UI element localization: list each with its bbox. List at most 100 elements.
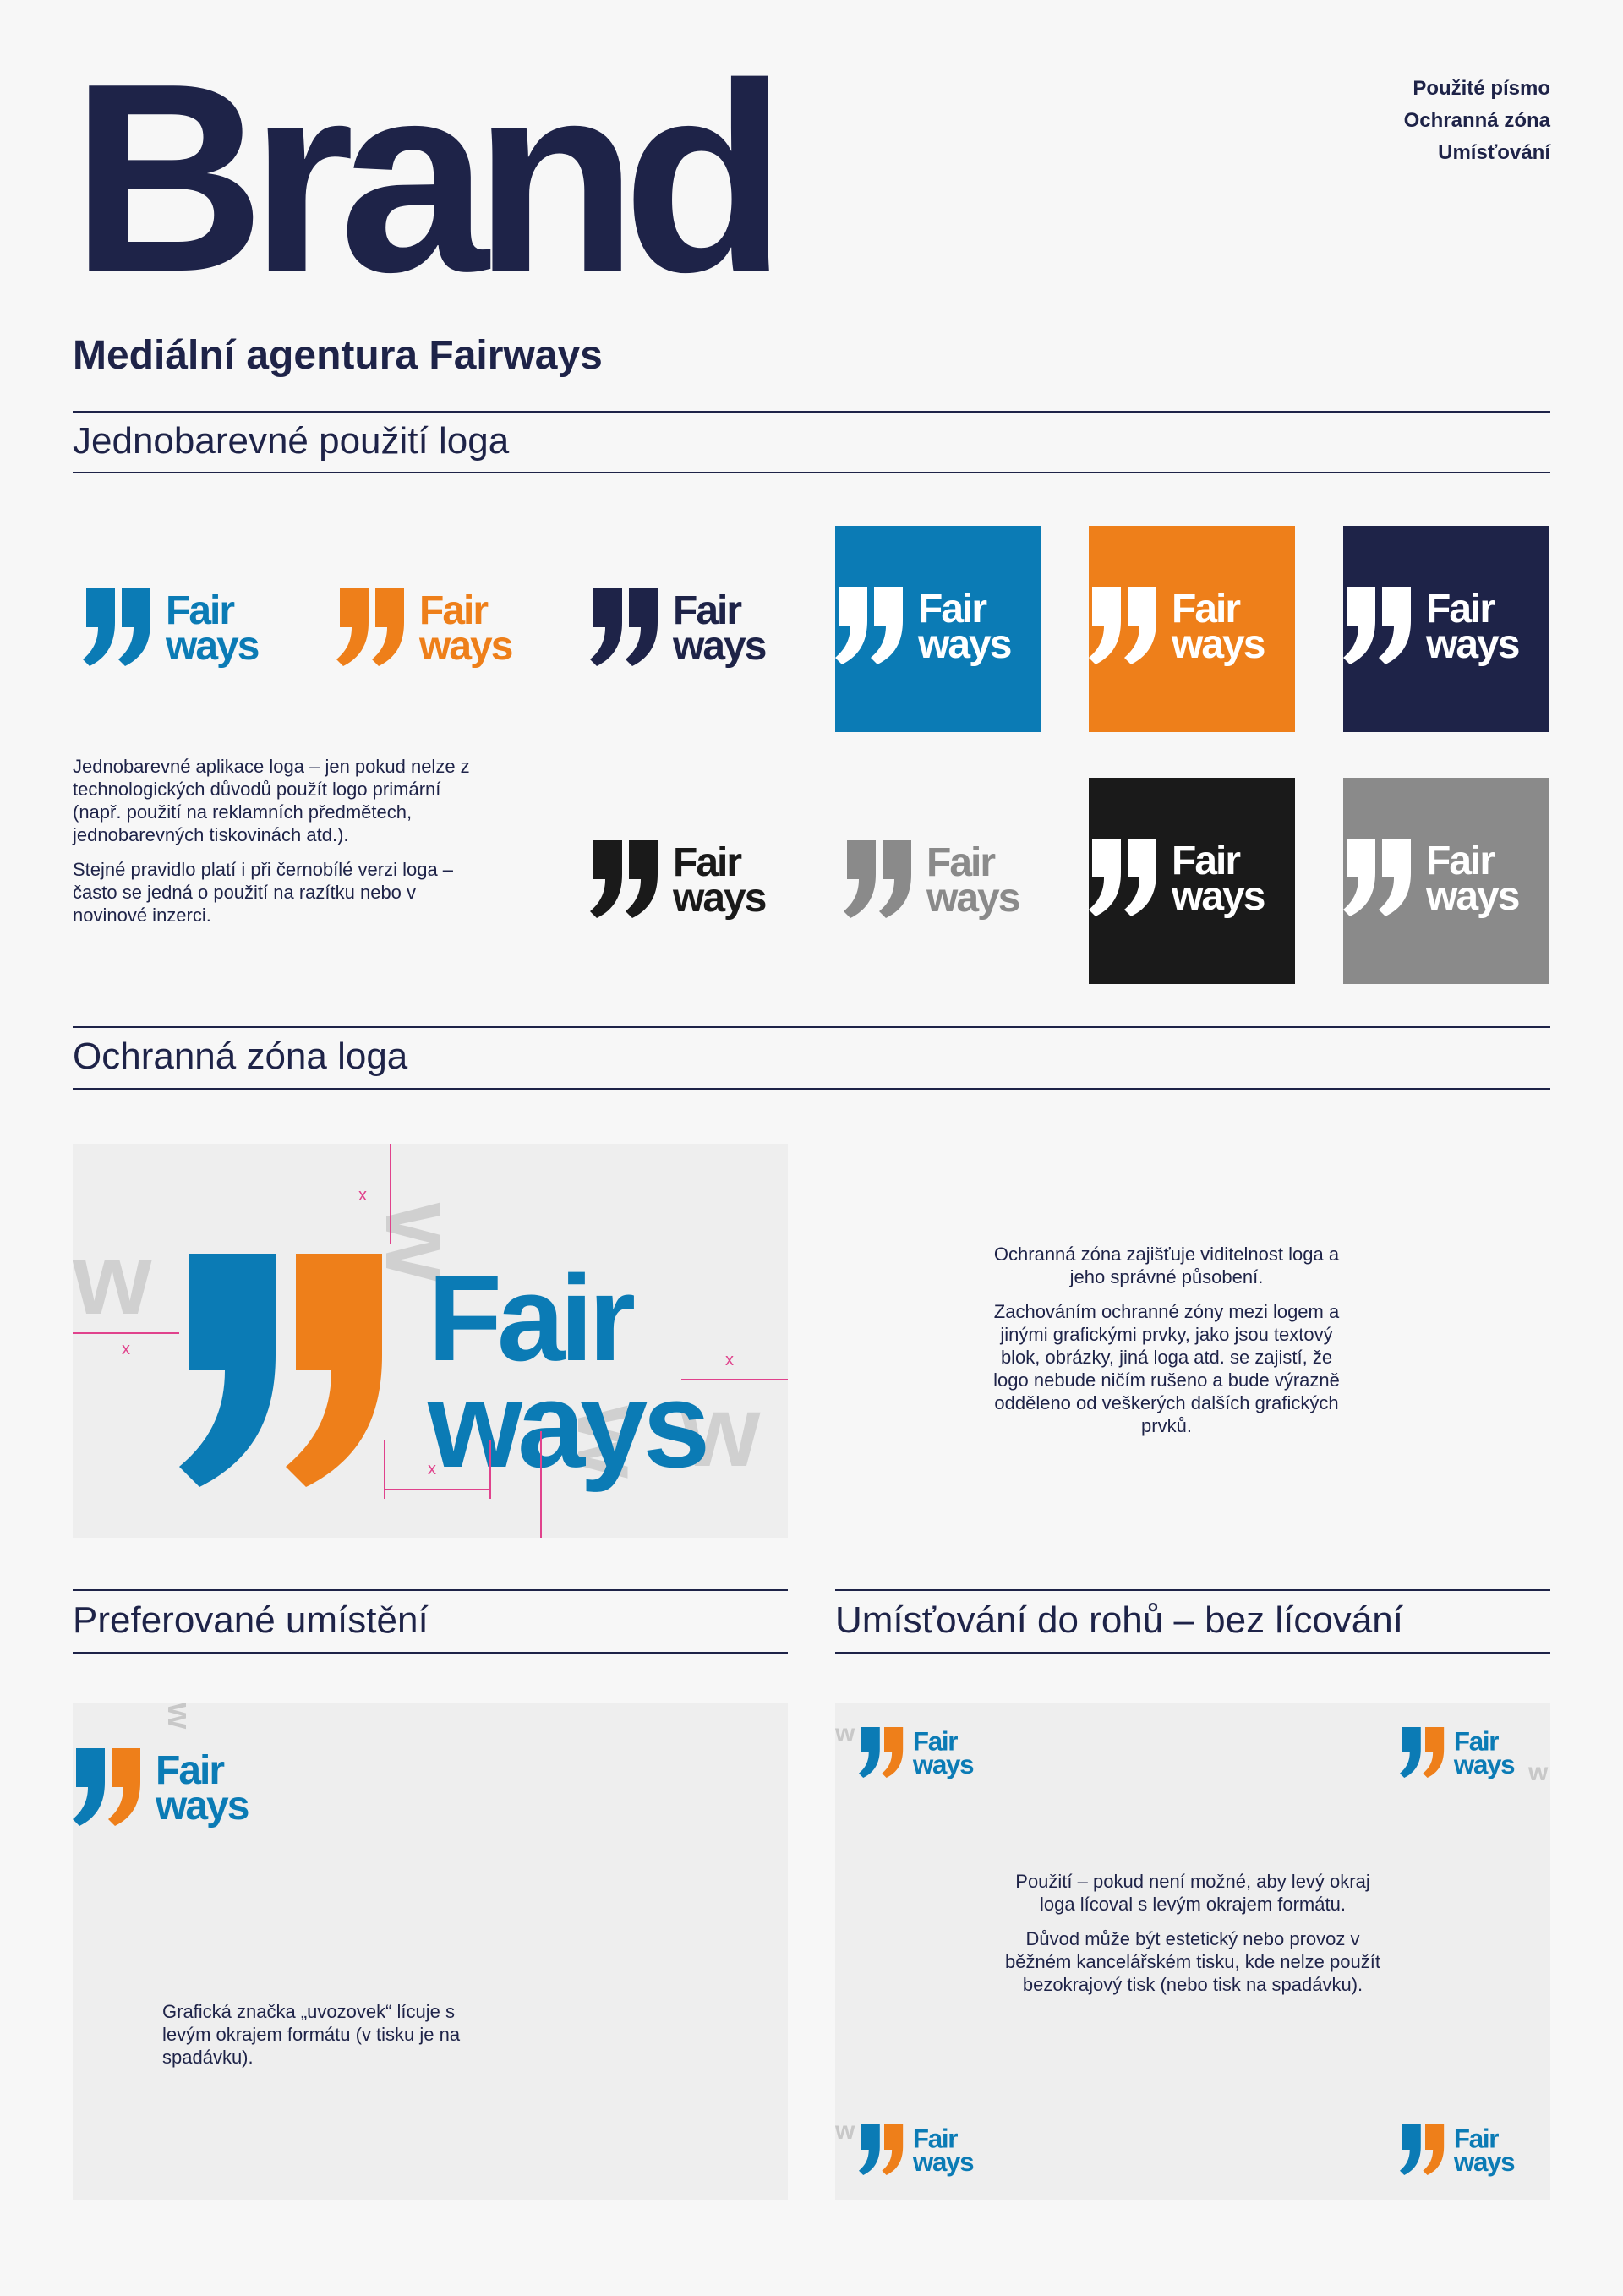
- quote-mark-right: [882, 1727, 904, 1778]
- zone-marker: x: [358, 1186, 367, 1205]
- logo-tile-navy: Fair ways: [1343, 526, 1549, 732]
- section-title-corners: Umísťování do rohů – bez lícování: [835, 1599, 1403, 1641]
- ghost-letter: w: [835, 1719, 855, 1747]
- fairways-logo: Fairways: [859, 1726, 975, 1779]
- quote-mark-right: [1379, 839, 1411, 916]
- zone-marker: x: [725, 1351, 734, 1369]
- divider: [73, 1088, 1550, 1090]
- logo-word-ways: ways: [672, 876, 766, 921]
- quote-mark-left: [1089, 839, 1121, 916]
- fairways-logo: Fairways: [1400, 1726, 1516, 1779]
- quote-mark-left: [73, 1748, 105, 1826]
- zone-paragraph-2: Zachováním ochranné zóny mezi logem a ji…: [993, 1301, 1340, 1436]
- logo-corner-top-right: Fair ways: [1400, 1725, 1527, 1780]
- logo-corner-bottom-right: Fair ways: [1400, 2122, 1527, 2178]
- logo-word-fair: Fair: [1454, 1726, 1499, 1756]
- quote-mark-right: [879, 840, 911, 918]
- fairways-logo: Fairways: [83, 588, 260, 669]
- quote-mark-right: [372, 588, 404, 666]
- quote-mark-left: [336, 588, 369, 666]
- nav-link-placement[interactable]: Umísťování: [1438, 141, 1550, 164]
- fairways-logo: Fairways: [1089, 839, 1266, 919]
- logo-word-ways: ways: [1453, 1750, 1515, 1779]
- fairways-logo: Fairways: [73, 1748, 250, 1829]
- fairways-logo: Fairways: [835, 587, 1013, 667]
- quote-mark-right: [118, 588, 150, 666]
- logo-word-ways: ways: [1171, 874, 1265, 919]
- quote-mark-left: [844, 840, 876, 918]
- preferred-placement-panel: w Fair ways Grafická značka „uvozovek“ lí…: [73, 1703, 788, 2200]
- quote-mark-right: [882, 2124, 904, 2175]
- quote-mark-left: [1343, 839, 1375, 916]
- divider: [73, 472, 1550, 473]
- fairways-logo: Fairways: [590, 840, 768, 921]
- ghost-letter: w: [1528, 1758, 1549, 1786]
- logo-word-ways: ways: [917, 622, 1011, 667]
- logo-word-fair: Fair: [1172, 587, 1240, 631]
- quote-mark-right: [1379, 587, 1411, 664]
- logo-word-fair: Fair: [926, 840, 995, 885]
- logo-word-fair: Fair: [918, 587, 986, 631]
- quote-mark-left: [83, 588, 115, 666]
- logo-word-ways: ways: [1425, 874, 1519, 919]
- brand-title: Brand: [71, 28, 787, 328]
- quote-mark-right: [871, 587, 903, 664]
- logo-large: Fair ways: [179, 1244, 762, 1497]
- logo-word-ways: ways: [155, 1784, 249, 1829]
- quote-mark-right: [1124, 587, 1156, 664]
- fairways-logo: Fairways: [1343, 587, 1521, 667]
- quote-mark-right: [626, 588, 658, 666]
- fairways-logo: Fairways: [1400, 2124, 1516, 2177]
- logo-gray: Fair ways: [844, 837, 1038, 921]
- divider: [835, 1652, 1550, 1654]
- corner-placement-panel: w Fair ways Fair ways w Fair ways w Fair way…: [835, 1703, 1550, 2200]
- quote-mark-right: [108, 1748, 140, 1826]
- logo-word-ways: ways: [912, 2147, 974, 2177]
- logo-blue: Fair ways: [83, 585, 277, 670]
- logo-word-fair: Fair: [419, 588, 488, 633]
- logo-word-fair: Fair: [166, 588, 234, 633]
- fairways-logo: Fairways: [336, 588, 514, 669]
- preferred-description: Grafická značka „uvozovek“ lícuje s levý…: [162, 2001, 461, 2068]
- quote-mark-left: [179, 1254, 276, 1487]
- fairways-logo: Fairways: [1343, 839, 1521, 919]
- logo-word-fair: Fair: [1454, 2124, 1499, 2153]
- logo-tile-black: Fair ways: [1089, 778, 1295, 984]
- quote-mark-left: [590, 840, 622, 918]
- logo-word-fair: Fair: [673, 588, 741, 633]
- section-title-zone: Ochranná zóna loga: [73, 1036, 408, 1077]
- logo-orange: Fair ways: [336, 585, 531, 670]
- ghost-letter: w: [73, 1222, 152, 1336]
- logo-word-fair: Fair: [673, 840, 741, 885]
- nav-link-protection-zone[interactable]: Ochranná zóna: [1403, 109, 1550, 132]
- logo-word-fair: Fair: [913, 2124, 958, 2153]
- logo-word-ways: ways: [1425, 622, 1519, 667]
- fairways-logo: Fairways: [859, 2124, 975, 2177]
- logo-corner-top-left: Fair ways: [859, 1725, 986, 1780]
- quote-mark-right: [1423, 1727, 1445, 1778]
- logo-word-fair: Fair: [428, 1250, 634, 1386]
- mono-paragraph-1: Jednobarevné aplikace loga – jen pokud n…: [73, 756, 470, 845]
- quote-mark-left: [859, 2124, 880, 2175]
- logo-preferred: Fair ways: [73, 1745, 267, 1829]
- divider: [835, 1589, 1550, 1591]
- quote-mark-right: [1124, 839, 1156, 916]
- logo-word-fair: Fair: [156, 1748, 224, 1793]
- logo-word-ways: ways: [912, 1750, 974, 1779]
- logo-word-ways: ways: [1171, 622, 1265, 667]
- corners-paragraph-2: Důvod může být estetický nebo provoz v b…: [1005, 1928, 1380, 1995]
- quote-mark-right: [286, 1254, 382, 1487]
- quote-mark-left: [1400, 1727, 1421, 1778]
- logo-word-fair: Fair: [1426, 587, 1495, 631]
- zone-marker: x: [122, 1340, 130, 1358]
- logo-word-fair: Fair: [1426, 839, 1495, 883]
- logo-word-ways: ways: [672, 624, 766, 669]
- page-subtitle: Mediální agentura Fairways: [73, 333, 603, 378]
- section-title-mono: Jednobarevné použití loga: [73, 420, 510, 462]
- quote-mark-left: [835, 587, 867, 664]
- logo-tile-gray: Fair ways: [1343, 778, 1549, 984]
- quote-mark-right: [626, 840, 658, 918]
- logo-black: Fair ways: [590, 837, 784, 921]
- nav-link-font[interactable]: Použité písmo: [1413, 77, 1550, 100]
- divider: [73, 1026, 1550, 1028]
